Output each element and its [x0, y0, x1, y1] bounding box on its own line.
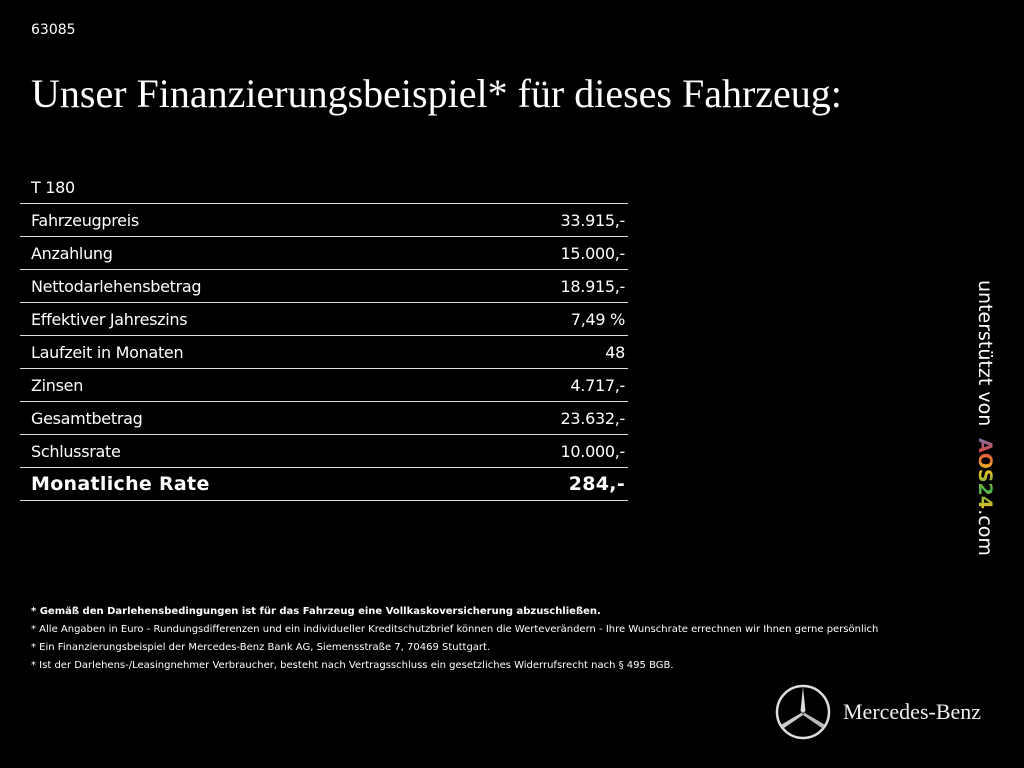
- row-value: 18.915,-: [560, 276, 626, 296]
- logo-text: Mercedes-Benz: [843, 699, 982, 724]
- sidebar: unterstützt von AOS24.com: [974, 280, 996, 556]
- row-label: Laufzeit in Monaten: [31, 342, 184, 362]
- row-label: Fahrzeugpreis: [31, 210, 139, 230]
- table-row: Anzahlung 15.000,-: [20, 237, 628, 270]
- sidebar-prefix: unterstützt von: [974, 280, 996, 427]
- row-label: Schlussrate: [31, 441, 121, 461]
- title: Unser Finanzierungsbeispiel* für dieses …: [31, 71, 842, 116]
- table-row: Zinsen 4.717,-: [20, 369, 628, 402]
- row-label: Monatliche Rate: [31, 473, 210, 495]
- row-value: 48: [605, 342, 625, 362]
- row-value: 284,-: [568, 473, 625, 495]
- footnote: * Gemäß den Darlehensbedingungen ist für…: [31, 606, 601, 617]
- ad-id: 63085: [31, 22, 76, 38]
- row-value: 4.717,-: [570, 375, 625, 395]
- row-value: 10.000,-: [560, 441, 626, 461]
- sidebar-suffix: .com: [974, 509, 996, 556]
- row-value: 15.000,-: [560, 243, 626, 263]
- table-row: Effektiver Jahreszins 7,49 %: [20, 303, 628, 336]
- row-label: Nettodarlehensbetrag: [31, 276, 202, 296]
- footnote: * Ist der Darlehens-/Leasingnehmer Verbr…: [31, 660, 674, 671]
- sidebar-brand: AOS24: [974, 432, 996, 509]
- footnote: * Alle Angaben in Euro - Rundungsdiffere…: [31, 624, 879, 635]
- table-row: Nettodarlehensbetrag 18.915,-: [20, 270, 628, 303]
- table-row: Monatliche Rate 284,-: [20, 468, 628, 501]
- model-row: T 180: [20, 171, 628, 204]
- table-row: Schlussrate 10.000,-: [20, 435, 628, 468]
- logo: Mercedes-Benz: [775, 684, 981, 740]
- row-value: 33.915,-: [560, 210, 626, 230]
- row-value: 23.632,-: [560, 408, 626, 428]
- footnote: * Ein Finanzierungsbeispiel der Mercedes…: [31, 642, 491, 653]
- row-label: Anzahlung: [31, 243, 113, 263]
- footnotes: * Gemäß den Darlehensbedingungen ist für…: [31, 603, 878, 675]
- model: T 180: [31, 177, 75, 197]
- row-label: Gesamtbetrag: [31, 408, 143, 428]
- table-row: Gesamtbetrag 23.632,-: [20, 402, 628, 435]
- table-row: Fahrzeugpreis 33.915,-: [20, 204, 628, 237]
- row-label: Effektiver Jahreszins: [31, 309, 188, 329]
- logo-star: [775, 684, 831, 740]
- row-label: Zinsen: [31, 375, 84, 395]
- finance-table: T 180 Fahrzeugpreis 33.915,- Anzahlung 15.0…: [20, 171, 628, 501]
- row-value: 7,49 %: [570, 309, 625, 329]
- table-row: Laufzeit in Monaten 48: [20, 336, 628, 369]
